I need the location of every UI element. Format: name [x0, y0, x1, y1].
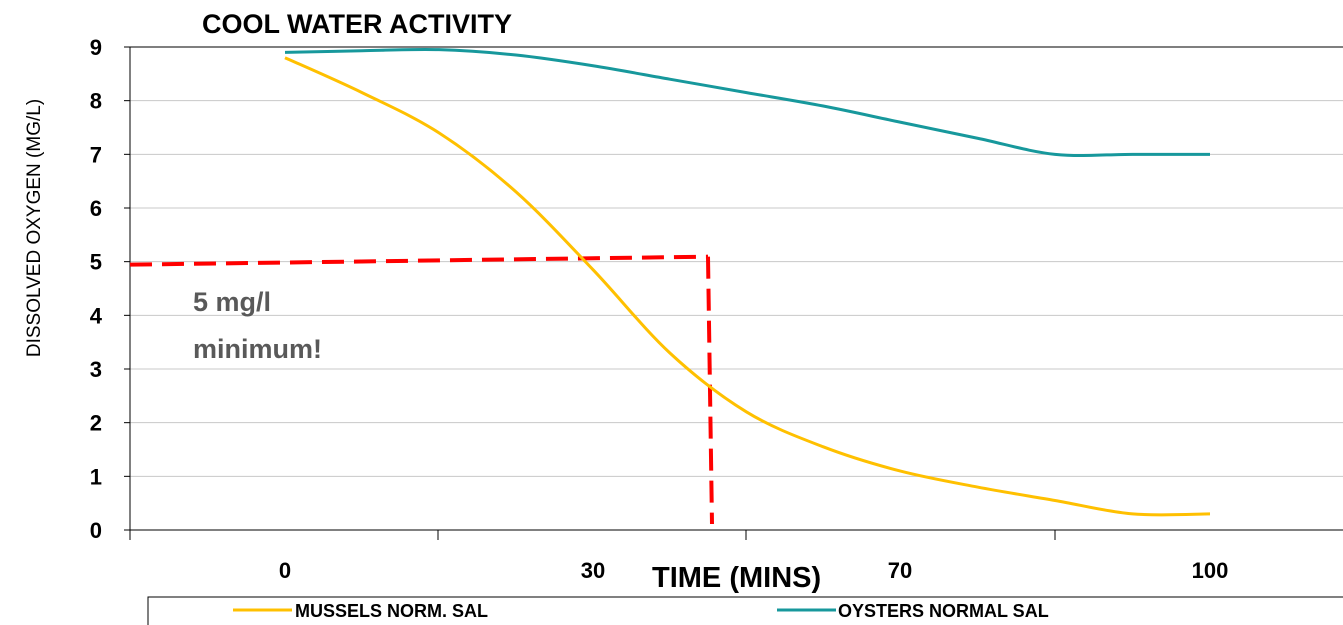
x-tick-label: 70: [888, 558, 912, 583]
threshold-annotation-line2: minimum!: [193, 334, 322, 364]
threshold-annotation-line1: 5 mg/l: [193, 287, 271, 317]
y-tick-label: 5: [90, 250, 102, 275]
series-line-oysters: [284, 47, 1210, 158]
y-tick-label: 2: [90, 411, 102, 436]
legend: MUSSELS NORM. SAL OYSTERS NORMAL SAL: [147, 596, 1343, 625]
y-tick-label: 4: [90, 303, 103, 328]
chart-title: COOL WATER ACTIVITY: [202, 9, 512, 39]
y-tick-label: 0: [90, 518, 102, 543]
legend-label-mussels: MUSSELS NORM. SAL: [295, 601, 488, 621]
threshold-guide: [129, 254, 714, 525]
y-tick-label: 1: [90, 464, 102, 489]
y-tick-label: 9: [90, 35, 102, 60]
threshold-horizontal-line: [129, 254, 709, 267]
y-tick-label: 6: [90, 196, 102, 221]
axes: [129, 47, 1343, 531]
y-tick-label: 7: [90, 142, 102, 167]
y-axis-label: DISSOLVED OXYGEN (MG/L): [24, 99, 45, 357]
series-lines: [284, 47, 1211, 517]
x-tick-labels: 0 30 70 100: [279, 558, 1228, 583]
x-tick-label: 0: [279, 558, 291, 583]
legend-label-oysters: OYSTERS NORMAL SAL: [838, 601, 1049, 621]
y-tick-label: 8: [90, 89, 102, 114]
series-line-mussels: [284, 56, 1211, 517]
threshold-vertical-line: [706, 256, 714, 525]
y-tick-labels: 0 1 2 3 4 5 6 7 8 9: [90, 35, 103, 543]
x-axis-label: TIME (MINS): [652, 562, 821, 594]
legend-box: [147, 596, 1343, 625]
gridlines: [124, 46, 1343, 540]
y-tick-label: 3: [90, 357, 102, 382]
x-tick-label: 30: [581, 558, 605, 583]
x-tick-label: 100: [1192, 558, 1229, 583]
